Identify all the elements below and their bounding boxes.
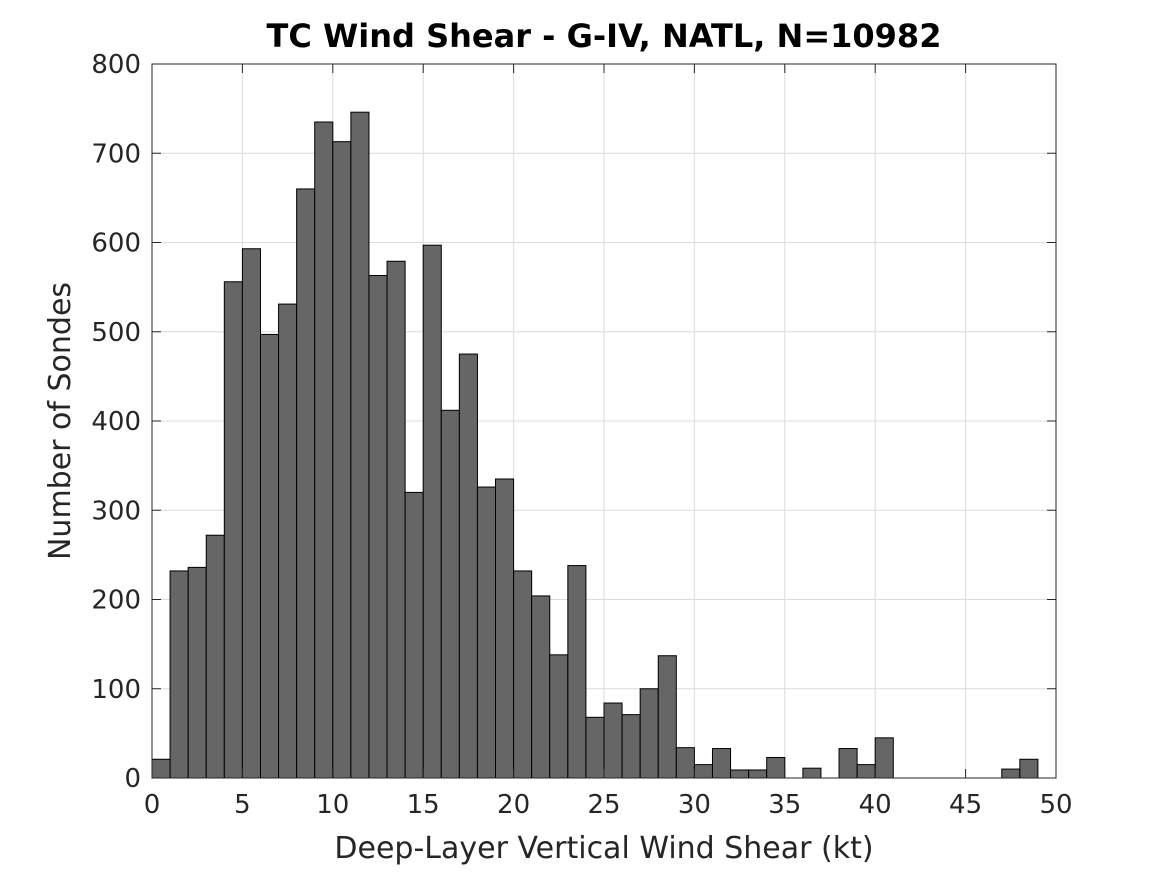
histogram-bar <box>1019 758 1039 779</box>
y-tick-label: 500 <box>91 318 141 348</box>
axis-ticks: 0 5 10 15 20 25 30 35 40 45 5001002003004005006007… <box>91 50 1072 820</box>
histogram-bar <box>458 353 478 779</box>
histogram-bar <box>585 716 605 779</box>
histogram-bar <box>223 281 243 779</box>
histogram-bar <box>657 655 677 779</box>
y-tick-label: 700 <box>91 139 141 169</box>
histogram-bar <box>531 595 551 779</box>
histogram-bar <box>440 409 460 779</box>
y-axis-label: Number of Sondes <box>43 282 78 560</box>
x-tick-label: 40 <box>859 790 892 820</box>
histogram-bar <box>675 747 695 779</box>
x-tick-label: 5 <box>234 790 251 820</box>
y-tick-label: 400 <box>91 407 141 437</box>
x-tick-label: 35 <box>768 790 801 820</box>
histogram-bar <box>1001 768 1021 779</box>
histogram-bar <box>730 769 750 779</box>
histogram-bar <box>766 756 786 779</box>
y-tick-label: 0 <box>124 764 141 794</box>
histogram-bar <box>874 737 894 779</box>
histogram-bar <box>693 764 713 779</box>
histogram-bar <box>368 275 388 779</box>
y-tick-label: 600 <box>91 229 141 259</box>
x-tick-label: 15 <box>407 790 440 820</box>
histogram-bar <box>350 111 370 779</box>
histogram-bar <box>567 565 587 779</box>
histogram-bar <box>838 748 858 779</box>
histogram-bar <box>205 534 225 779</box>
histogram-bars <box>151 111 1039 779</box>
histogram-bar <box>639 688 659 779</box>
histogram-bar <box>187 566 207 779</box>
histogram-bar <box>495 478 515 779</box>
histogram-bar <box>169 570 189 779</box>
y-tick-label: 800 <box>91 50 141 80</box>
histogram-bar <box>621 714 641 779</box>
histogram-bar <box>748 769 768 779</box>
histogram-bar <box>314 121 334 779</box>
x-tick-label: 45 <box>949 790 982 820</box>
histogram-bar <box>241 248 261 779</box>
x-axis-label: Deep-Layer Vertical Wind Shear (kt) <box>334 831 873 866</box>
chart-title: TC Wind Shear - G-IV, NATL, N=10982 <box>267 17 942 55</box>
y-tick-label: 100 <box>91 675 141 705</box>
histogram-bar <box>476 486 497 779</box>
y-tick-label: 300 <box>91 496 141 526</box>
histogram-bar <box>711 748 732 779</box>
histogram-bar <box>856 764 876 779</box>
histogram-bar <box>332 141 352 779</box>
y-tick-label: 200 <box>91 586 141 616</box>
histogram-bar <box>549 654 569 779</box>
histogram-bar <box>603 702 623 779</box>
histogram-bar <box>513 570 533 779</box>
histogram-bar <box>802 767 822 779</box>
histogram-bar <box>422 244 442 779</box>
x-tick-label: 20 <box>497 790 530 820</box>
x-tick-label: 10 <box>316 790 349 820</box>
histogram-bar <box>386 260 406 779</box>
x-tick-label: 50 <box>1039 790 1072 820</box>
x-tick-label: 0 <box>144 790 161 820</box>
histogram-bar <box>151 758 171 779</box>
x-tick-label: 30 <box>678 790 711 820</box>
histogram-bar <box>296 188 316 779</box>
x-tick-label: 25 <box>587 790 620 820</box>
histogram-bar <box>278 303 298 779</box>
histogram-bar <box>259 333 280 779</box>
histogram-bar <box>404 491 424 779</box>
